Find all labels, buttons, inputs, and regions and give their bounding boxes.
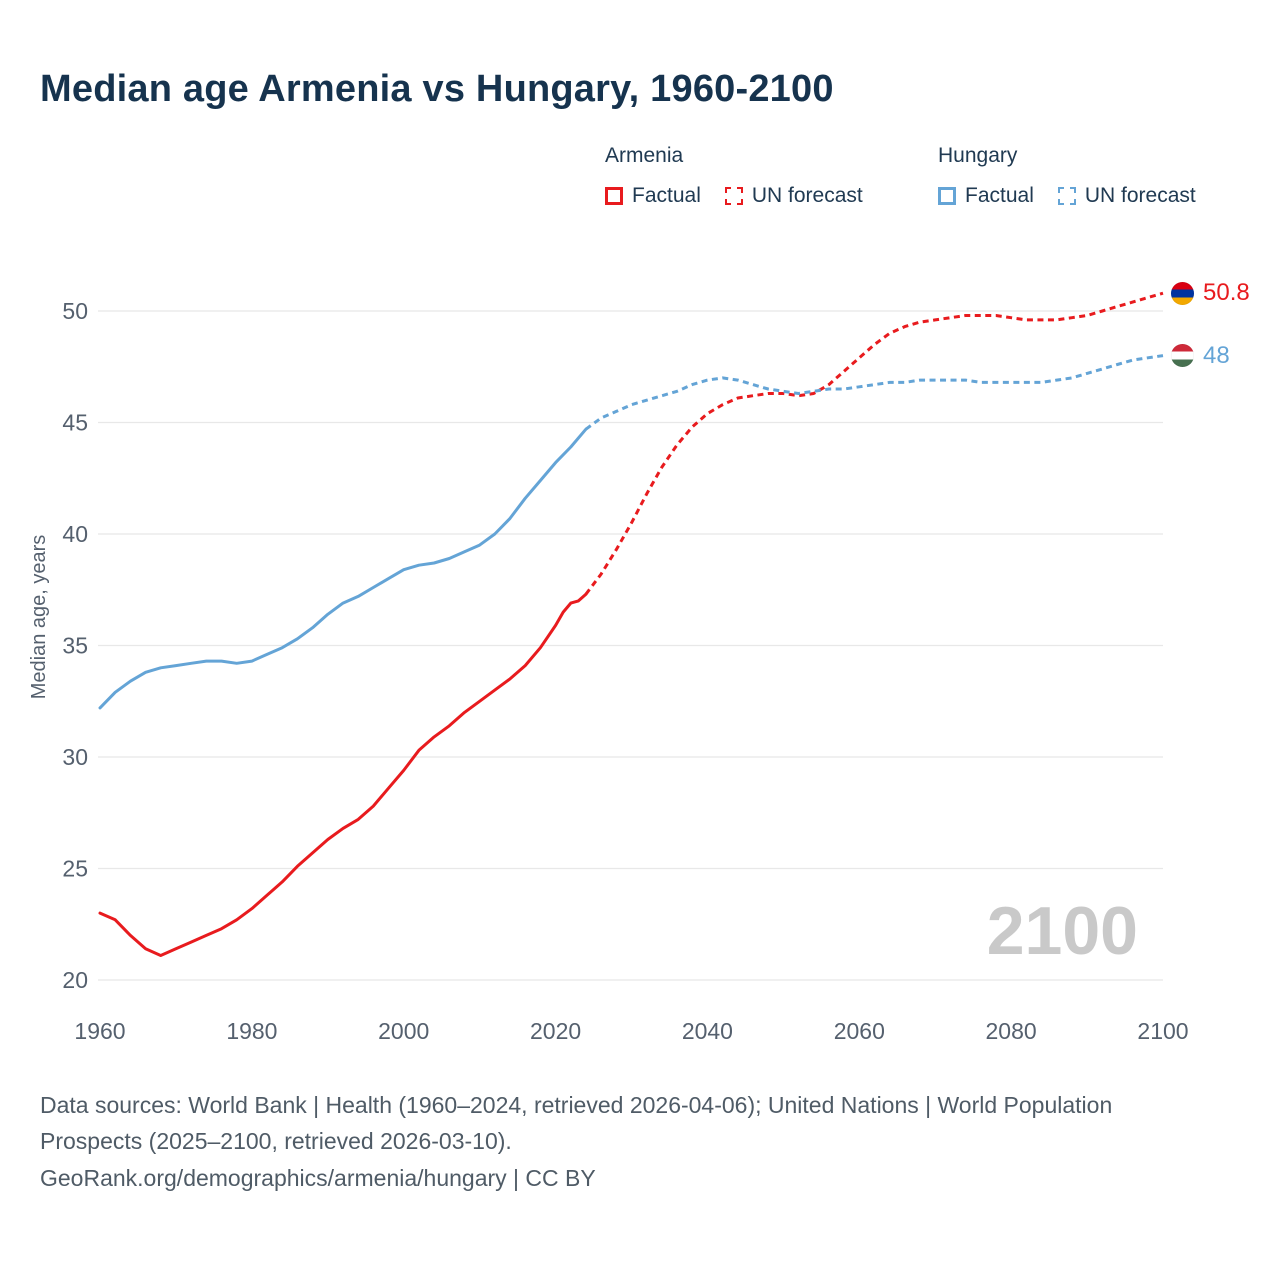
armenia-factual-swatch: [605, 187, 623, 205]
x-tick-label: 1960: [74, 1018, 125, 1044]
x-tick-label: 2000: [378, 1018, 429, 1044]
legend-item-hungary-forecast: UN forecast: [1057, 184, 1196, 208]
legend-item-armenia-factual: Factual: [605, 184, 701, 208]
watermark-year: 2100: [986, 893, 1138, 969]
x-tick-label: 2100: [1137, 1018, 1188, 1044]
series-line-armenia-factual: [98, 592, 588, 957]
x-tick-label: 2080: [986, 1018, 1037, 1044]
y-axis-title: Median age, years: [28, 535, 50, 700]
page-title: Median age Armenia vs Hungary, 1960-2100: [40, 68, 834, 110]
attribution-text: GeoRank.org/demographics/armenia/hungary…: [40, 1165, 596, 1192]
y-tick-label: 35: [62, 633, 88, 659]
y-tick-label: 50: [62, 298, 88, 324]
y-tick-label: 20: [62, 967, 88, 993]
legend-item-label: Factual: [632, 184, 701, 207]
data-sources-text: Data sources: World Bank | Health (1960–…: [40, 1092, 1113, 1154]
y-tick-label: 40: [62, 521, 88, 547]
hungary-factual-swatch: [938, 187, 956, 205]
legend-group-armenia: Armenia Factual UN forecast: [605, 144, 863, 208]
legend-item-label: UN forecast: [1084, 184, 1196, 207]
armenia-flag-icon: [1171, 281, 1194, 305]
legend-item-label: Factual: [965, 184, 1034, 207]
chart-area: 20 25 30 35 40 45 50 1960 1980 2000 2020 2040 2060 20…: [0, 240, 1280, 1085]
x-tick-label: 1980: [226, 1018, 277, 1044]
legend-group-title: Hungary: [938, 144, 1018, 167]
y-tick-label: 30: [62, 744, 88, 770]
hungary-flag-icon: [1171, 344, 1194, 368]
legend-item-label: UN forecast: [751, 184, 863, 207]
x-tick-label: 2020: [530, 1018, 581, 1044]
x-tick-label: 2060: [834, 1018, 885, 1044]
series-line-hungary-un-forecast: [585, 354, 1164, 431]
y-tick-label: 45: [62, 410, 88, 436]
series-line-armenia-un-forecast: [584, 291, 1164, 596]
armenia-forecast-swatch: [724, 187, 743, 205]
hungary-forecast-swatch: [1057, 187, 1076, 205]
legend-item-hungary-factual: Factual: [938, 184, 1034, 208]
x-tick-label: 2040: [682, 1018, 733, 1044]
chart-canvas: 20 25 30 35 40 45 50 1960 1980 2000 2020 2040 2060 20…: [28, 291, 1189, 1044]
series-line-hungary-factual: [98, 427, 588, 710]
legend-group-title: Armenia: [605, 144, 684, 167]
end-value-label: 50.8: [1203, 279, 1250, 307]
y-tick-label: 25: [62, 856, 88, 882]
legend-group-hungary: Hungary Factual UN forecast: [938, 144, 1196, 208]
legend-item-armenia-forecast: UN forecast: [724, 184, 863, 208]
end-value-label: 48: [1203, 341, 1230, 369]
footer: Data sources: World Bank | Health (1960–…: [40, 1088, 1170, 1197]
